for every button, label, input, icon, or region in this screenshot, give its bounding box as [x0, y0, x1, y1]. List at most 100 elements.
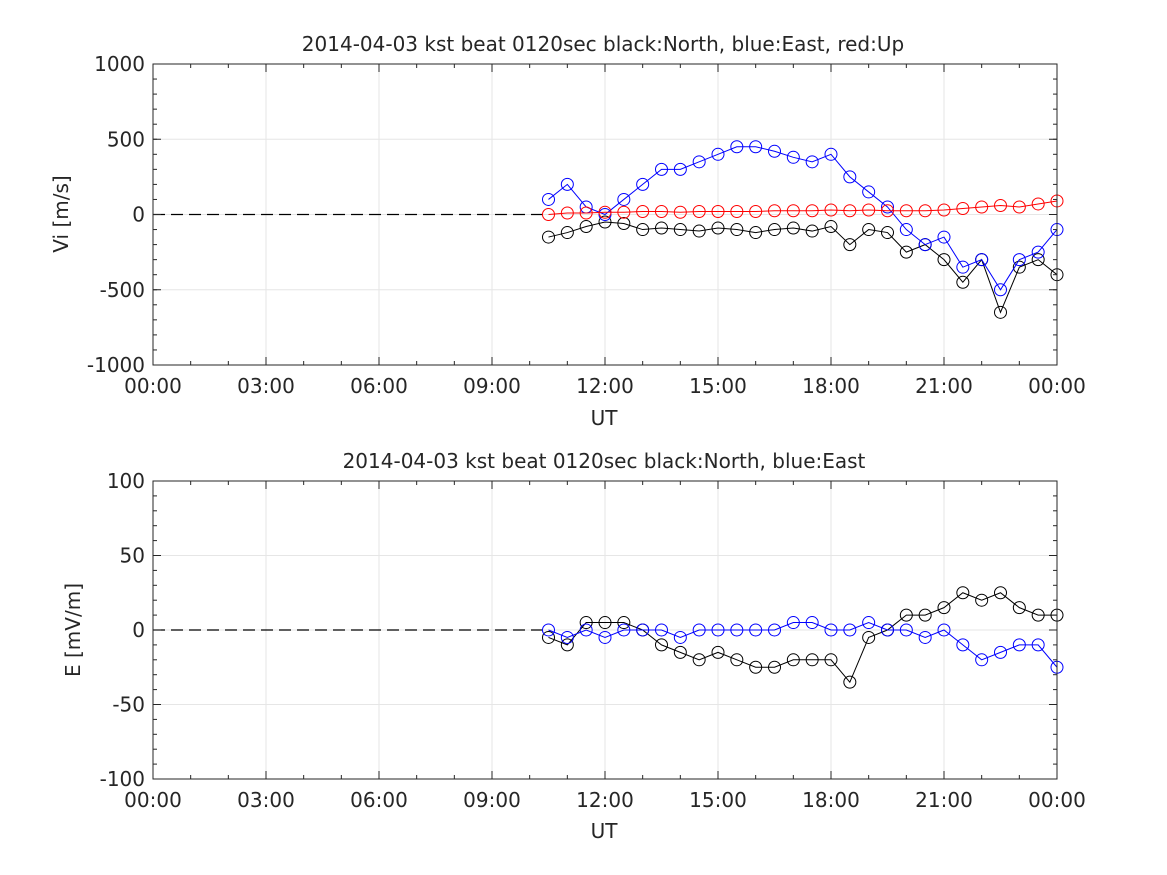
data-point — [560, 226, 574, 240]
data-point — [655, 162, 668, 176]
data-point — [899, 245, 913, 259]
y-tick-label: 100 — [107, 469, 145, 493]
data-point — [994, 305, 1007, 319]
data-point — [843, 170, 857, 184]
data-point — [805, 616, 819, 630]
data-point — [824, 147, 838, 161]
series-line — [548, 592, 1057, 684]
data-point — [1031, 638, 1045, 652]
ticks: 00:00 03:00 06:00 09:00 12:00 15:00 18:00 21:00… — [100, 469, 1086, 812]
series-line — [548, 221, 1058, 314]
y-tick-label: 500 — [107, 127, 145, 151]
series-up — [542, 194, 1064, 221]
x-tick-label: 03:00 — [237, 788, 295, 812]
data-point — [1031, 245, 1045, 259]
data-point — [805, 204, 819, 218]
x-tick-label: 00:00 — [1028, 374, 1086, 398]
data-point — [899, 204, 913, 218]
data-point — [673, 205, 687, 219]
data-point — [918, 608, 932, 622]
data-point — [711, 645, 725, 659]
data-point — [843, 675, 857, 689]
data-point — [655, 623, 668, 637]
x-tick-label: 15:00 — [689, 788, 747, 812]
panel-velocity: 2014-04-03 kst beat 0120sec black:North,… — [49, 32, 1086, 430]
data-point — [937, 601, 951, 615]
data-point — [655, 221, 668, 235]
data-point — [730, 653, 744, 667]
data-point — [824, 623, 838, 637]
data-point — [617, 205, 631, 219]
x-tick-label: 21:00 — [915, 788, 973, 812]
series-north — [542, 586, 1064, 689]
data-point — [617, 623, 631, 637]
data-point — [918, 238, 932, 252]
data-point — [579, 220, 593, 234]
data-point — [881, 623, 894, 637]
y-tick-label: -50 — [112, 693, 145, 717]
data-point — [711, 204, 725, 218]
data-point — [824, 203, 838, 217]
data-point — [542, 208, 555, 221]
data-point — [617, 217, 631, 231]
data-point — [768, 144, 781, 158]
data-point — [956, 275, 970, 289]
data-point — [786, 221, 800, 235]
data-point — [768, 204, 781, 218]
data-point — [560, 638, 574, 652]
data-point — [692, 623, 706, 637]
data-point — [843, 623, 857, 637]
data-point — [862, 203, 876, 217]
series-line — [548, 146, 1058, 291]
data-point — [711, 147, 725, 161]
panel-electric-field: 2014-04-03 kst beat 0120sec black:North,… — [61, 449, 1086, 843]
y-tick-label: 0 — [132, 203, 145, 227]
data-point — [786, 653, 800, 667]
data-point — [692, 224, 706, 238]
data-point — [768, 660, 781, 674]
data-point — [1031, 608, 1045, 622]
data-point — [636, 623, 650, 637]
data-point — [956, 201, 970, 215]
data-point — [862, 630, 876, 644]
x-axis-label: UT — [591, 406, 619, 430]
data-point — [692, 204, 706, 218]
chart-title: 2014-04-03 kst beat 0120sec black:North,… — [302, 32, 904, 56]
x-tick-label: 00:00 — [124, 788, 182, 812]
x-tick-label: 09:00 — [463, 374, 521, 398]
y-tick-label: -100 — [100, 767, 145, 791]
y-tick-label: -1000 — [87, 353, 145, 377]
y-tick-label: 0 — [132, 618, 145, 642]
data-point — [560, 630, 574, 644]
y-tick-label: 50 — [120, 544, 145, 568]
data-point — [1012, 253, 1026, 267]
data-point — [956, 586, 970, 600]
data-point — [805, 224, 819, 238]
data-point — [711, 221, 725, 235]
x-tick-label: 12:00 — [576, 374, 634, 398]
data-point — [937, 623, 951, 637]
data-point — [881, 200, 894, 214]
x-tick-label: 06:00 — [350, 788, 408, 812]
data-point — [1012, 260, 1026, 274]
data-point — [956, 260, 970, 274]
data-point — [994, 198, 1007, 212]
data-point — [1031, 197, 1045, 211]
data-point — [598, 630, 612, 644]
data-point — [542, 230, 555, 244]
data-point — [899, 223, 913, 237]
series-line — [548, 622, 1058, 668]
data-point — [843, 204, 857, 218]
data-point — [805, 653, 819, 667]
data-point — [730, 204, 744, 218]
data-point — [975, 593, 989, 607]
data-point — [786, 204, 800, 218]
data-point — [560, 206, 574, 220]
data-point — [994, 645, 1007, 659]
data-point — [579, 206, 593, 220]
data-point — [805, 155, 819, 169]
data-point — [579, 623, 593, 637]
data-point — [918, 630, 932, 644]
data-point — [730, 140, 744, 154]
data-point — [579, 616, 593, 630]
